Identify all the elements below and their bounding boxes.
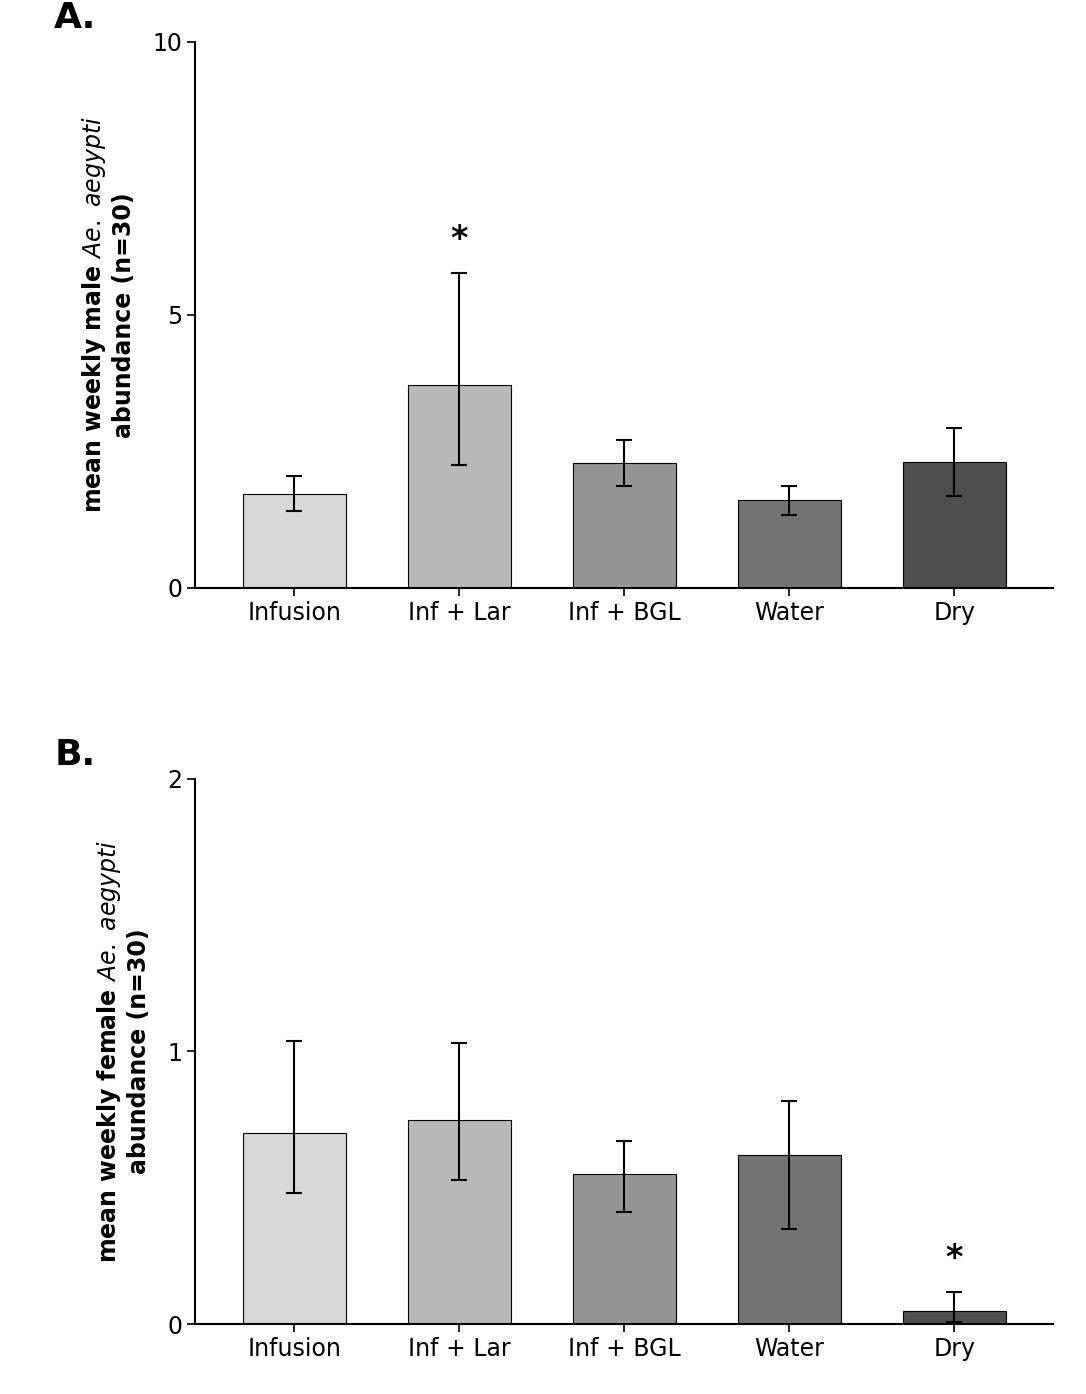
Y-axis label: mean weekly male $\it{Ae.\ aegypti}$
abundance (n=30): mean weekly male $\it{Ae.\ aegypti}$ abu…: [80, 116, 136, 513]
Text: *: *: [451, 223, 468, 256]
Bar: [573, 463, 675, 587]
Bar: [904, 1310, 1006, 1324]
Bar: [738, 1156, 841, 1324]
Text: *: *: [946, 1242, 963, 1276]
Bar: [243, 493, 345, 587]
Bar: [408, 1119, 510, 1324]
Bar: [738, 500, 841, 587]
Bar: [904, 461, 1006, 587]
Bar: [243, 1133, 345, 1324]
Text: B.: B.: [54, 737, 96, 772]
Y-axis label: mean weekly female $\it{Ae.\ aegypti}$
abundance (n=30): mean weekly female $\it{Ae.\ aegypti}$ a…: [94, 839, 151, 1263]
Text: A.: A.: [54, 1, 97, 35]
Bar: [408, 385, 510, 587]
Bar: [573, 1174, 675, 1324]
